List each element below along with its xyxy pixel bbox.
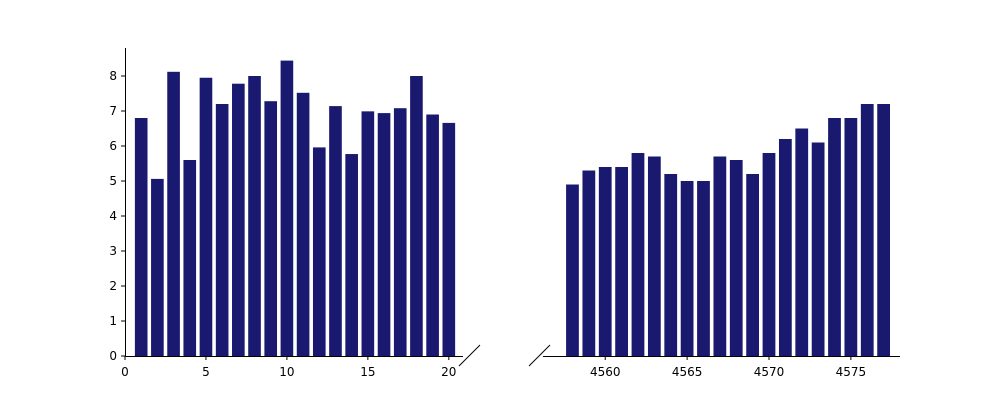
bar: [442, 122, 456, 357]
bar: [151, 178, 164, 356]
bar: [280, 60, 294, 356]
bar: [844, 118, 858, 356]
bar: [377, 113, 391, 356]
bar: [566, 184, 579, 356]
bar: [296, 92, 310, 357]
y-tick-label: 2: [109, 279, 117, 293]
bar: [713, 156, 727, 356]
bar: [615, 167, 628, 356]
bar: [183, 160, 197, 356]
bar: [345, 154, 358, 356]
bar: [248, 76, 261, 356]
bar: [393, 108, 407, 356]
y-tick-label: 4: [109, 209, 117, 223]
bar: [361, 111, 375, 356]
bar: [828, 118, 841, 356]
right-panel: 4560 4565 4570 4575: [543, 104, 900, 379]
bar: [264, 101, 278, 356]
bar: [729, 160, 743, 356]
bar: [811, 142, 825, 356]
bar: [664, 174, 678, 356]
bar: [860, 104, 874, 356]
bar: [199, 77, 213, 356]
axis-break-mark: [458, 344, 481, 367]
bar: [795, 128, 809, 356]
bar: [631, 153, 645, 356]
axis-break-mark: [528, 344, 551, 367]
left-panel: 0 5 10 15 20 0 1 2 3 4 5 6 7 8: [109, 48, 463, 379]
x-tick-label: 4570: [754, 365, 785, 379]
x-tick-label: 4560: [590, 365, 621, 379]
y-tick-label: 7: [109, 104, 117, 118]
y-tick-label: 5: [109, 174, 117, 188]
bar: [312, 147, 326, 356]
bar: [426, 114, 439, 356]
x-tick-label: 5: [202, 365, 210, 379]
x-tick-label: 4575: [836, 365, 867, 379]
x-tick-label: 15: [360, 365, 375, 379]
bar: [680, 181, 694, 356]
bar: [762, 153, 776, 356]
axis-break-marks: [458, 344, 551, 367]
bar: [167, 71, 180, 357]
x-tick-label: 10: [279, 365, 294, 379]
bar: [877, 104, 891, 356]
bar: [746, 174, 759, 356]
y-tick-label: 1: [109, 314, 117, 328]
bar: [329, 106, 342, 356]
bar: [647, 156, 661, 356]
y-tick-label: 8: [109, 69, 117, 83]
bar: [232, 83, 245, 356]
y-tick-label: 0: [109, 349, 117, 363]
x-tick-label: 0: [121, 365, 129, 379]
x-tick-label: 20: [441, 365, 456, 379]
bar: [215, 104, 229, 356]
bar: [778, 139, 792, 356]
bar: [598, 167, 612, 356]
bar: [582, 170, 596, 356]
x-tick-label: 4565: [672, 365, 703, 379]
bar: [134, 118, 148, 356]
bar: [410, 76, 423, 356]
y-tick-label: 6: [109, 139, 117, 153]
bar: [697, 181, 710, 356]
y-tick-label: 3: [109, 244, 117, 258]
